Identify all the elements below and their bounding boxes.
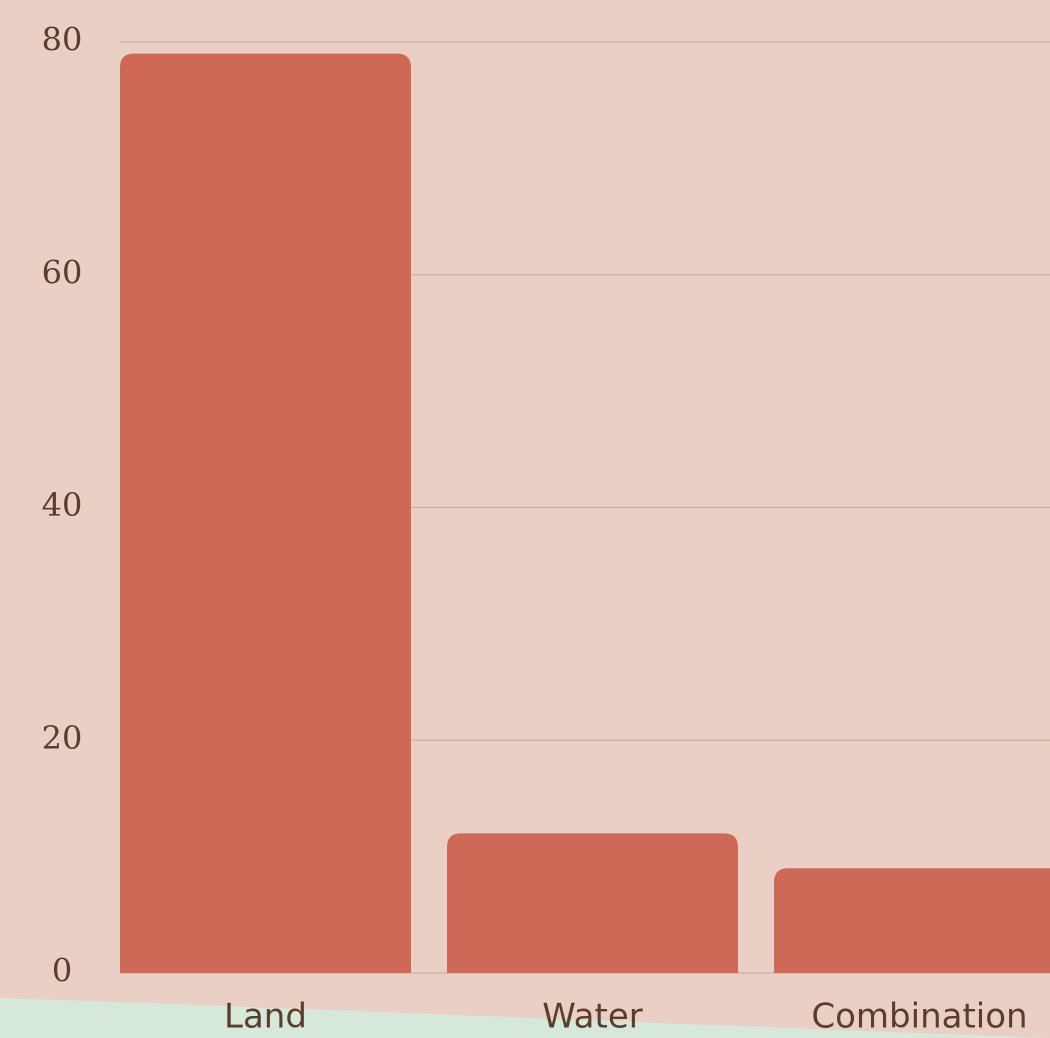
x-tick-label: Land	[224, 997, 307, 1037]
y-tick-label: 20	[42, 719, 83, 757]
y-tick-label: 60	[42, 253, 83, 291]
y-tick-label: 80	[42, 21, 83, 59]
bar	[447, 833, 738, 973]
y-tick-label: 40	[42, 486, 83, 524]
y-tick-label: 0	[52, 952, 72, 990]
decorative-shape	[0, 998, 1050, 1038]
bar	[120, 53, 411, 973]
x-tick-label: Water	[542, 997, 643, 1037]
bar	[774, 868, 1050, 973]
x-tick-label: Combination	[811, 997, 1027, 1037]
